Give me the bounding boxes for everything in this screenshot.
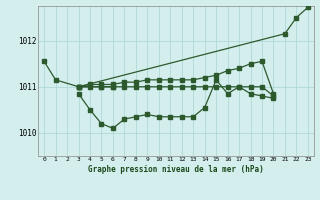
X-axis label: Graphe pression niveau de la mer (hPa): Graphe pression niveau de la mer (hPa) bbox=[88, 165, 264, 174]
